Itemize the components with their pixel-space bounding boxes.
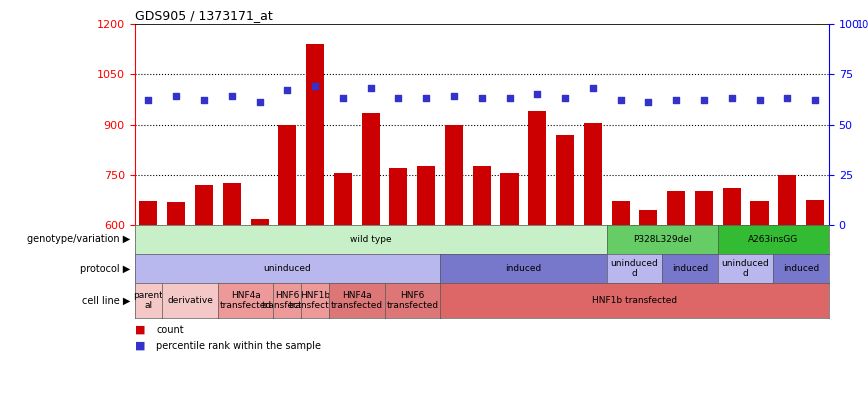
Bar [390,168,407,405]
Bar [556,134,574,405]
Bar [779,175,796,405]
Text: induced: induced [505,264,542,273]
Text: uninduced
d: uninduced d [610,259,659,278]
Text: cell line ▶: cell line ▶ [82,295,130,305]
Bar [695,191,713,405]
Text: induced: induced [783,264,819,273]
Text: HNF1b transfected: HNF1b transfected [592,296,677,305]
Bar [195,185,213,405]
Bar [806,200,824,405]
Text: A263insGG: A263insGG [748,235,799,244]
Text: protocol ▶: protocol ▶ [80,264,130,273]
Bar [251,219,268,405]
Point [641,99,655,106]
Bar [529,111,546,405]
Bar [640,211,657,405]
Point [169,93,183,100]
Bar [584,123,602,405]
Text: genotype/variation ▶: genotype/variation ▶ [27,234,130,244]
Text: HNF6
transfected: HNF6 transfected [261,291,313,310]
Text: HNF4a
transfected: HNF4a transfected [220,291,272,310]
Point [503,95,516,102]
Text: HNF1b
transfected: HNF1b transfected [289,291,341,310]
Point [558,95,572,102]
Bar [751,201,768,405]
Point [586,85,600,92]
Bar [501,173,518,405]
Text: parent
al: parent al [134,291,163,310]
Point [475,95,489,102]
Text: derivative: derivative [168,296,213,305]
Bar [667,191,685,405]
Point [336,95,350,102]
Point [225,93,239,100]
Text: percentile rank within the sample: percentile rank within the sample [156,341,321,351]
Text: GDS905 / 1373171_at: GDS905 / 1373171_at [135,9,273,22]
Bar [306,44,324,405]
Bar [168,202,185,405]
Bar [279,125,296,405]
Bar [140,201,157,405]
Point [253,99,266,106]
Text: ■: ■ [135,325,145,335]
Bar [223,183,240,405]
Bar [334,173,352,405]
Point [280,87,294,94]
Text: uninduced
d: uninduced d [721,259,770,278]
Y-axis label: 100%: 100% [857,20,868,30]
Bar [362,113,379,405]
Point [753,97,766,104]
Point [419,95,433,102]
Point [614,97,628,104]
Point [308,83,322,90]
Text: induced: induced [672,264,708,273]
Text: HNF6
transfected: HNF6 transfected [386,291,438,310]
Point [197,97,211,104]
Point [447,93,461,100]
Bar [418,166,435,405]
Point [669,97,683,104]
Point [530,91,544,98]
Point [697,97,711,104]
Point [808,97,822,104]
Bar [723,188,740,405]
Point [391,95,405,102]
Point [725,95,739,102]
Point [141,97,155,104]
Text: uninduced: uninduced [263,264,312,273]
Text: P328L329del: P328L329del [633,235,692,244]
Point [780,95,794,102]
Text: ■: ■ [135,341,145,351]
Text: wild type: wild type [350,235,391,244]
Bar [473,166,490,405]
Point [364,85,378,92]
Text: count: count [156,325,184,335]
Text: HNF4a
transfected: HNF4a transfected [331,291,383,310]
Bar [612,201,629,405]
Bar [445,125,463,405]
